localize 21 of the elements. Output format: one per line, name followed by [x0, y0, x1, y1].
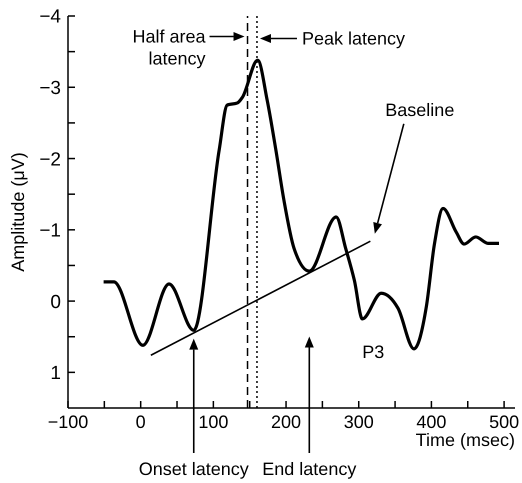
ref-line-label: Half area latency [132, 26, 207, 69]
ref-line-label: Peak latency [302, 28, 406, 49]
y-tick-label: −1 [39, 220, 61, 242]
annotation: Baseline [385, 100, 454, 120]
annotation: P3 [362, 342, 384, 362]
y-tick-label: −4 [39, 6, 62, 28]
x-tick-label: −100 [48, 412, 88, 432]
x-axis-title: Time (msec) [416, 430, 515, 450]
y-axis-title: Amplitude (μV) [8, 152, 28, 272]
y-tick-label: 0 [50, 292, 61, 313]
x-tick-label: 100 [198, 412, 228, 432]
y-tick-label: −2 [39, 149, 61, 170]
text: End latency [262, 459, 356, 479]
x-tick-label: 0 [136, 412, 146, 432]
y-tick-label: −3 [39, 78, 61, 100]
x-tick-label: 400 [416, 412, 446, 432]
x-tick-label: 500 [489, 412, 520, 432]
x-tick-label: 300 [344, 412, 374, 432]
text: Onset latency [138, 459, 249, 479]
x-tick-label: 200 [271, 412, 302, 432]
y-tick-label: 1 [50, 363, 61, 384]
